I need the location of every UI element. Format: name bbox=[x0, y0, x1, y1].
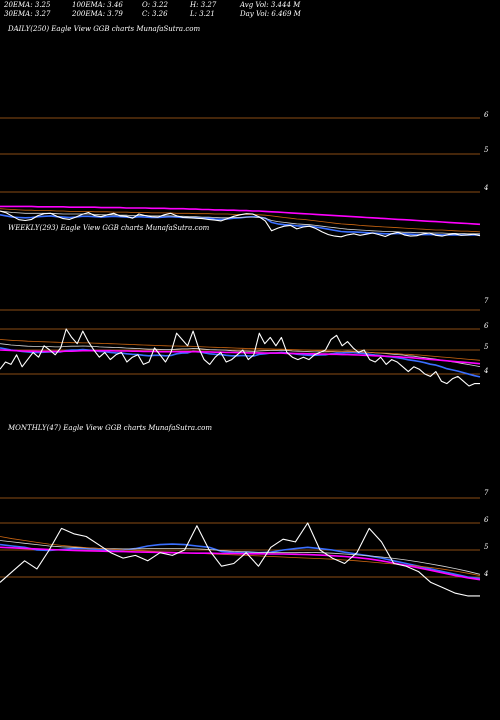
monthly-ytick-label: 4 bbox=[483, 570, 488, 578]
weekly-ytick-label: 7 bbox=[484, 297, 489, 305]
monthly-panel-title: MONTHLY(47) Eagle View GGB charts Munafa… bbox=[8, 424, 213, 432]
daily-ytick-label: 4 bbox=[483, 184, 488, 192]
daily-ema-grey-line bbox=[0, 210, 480, 235]
weekly-ytick-label: 4 bbox=[483, 367, 488, 375]
weekly-ema-grey-line bbox=[0, 343, 481, 367]
weekly-panel-title: WEEKLY(293) Eagle View GGB charts Munafa… bbox=[8, 224, 210, 232]
header-30ema: 30EMA: 3.27 bbox=[4, 10, 51, 18]
header-100ema: 100EMA: 3.46 bbox=[72, 1, 123, 9]
header-20ema: 20EMA: 3.25 bbox=[4, 1, 51, 9]
monthly-ema-blue-line bbox=[0, 543, 481, 580]
header-200ema: 200EMA: 3.79 bbox=[72, 10, 123, 18]
daily-ema-pink-line bbox=[0, 205, 481, 226]
header-day-vol: Day Vol: 6.469 M bbox=[240, 10, 301, 18]
weekly-ema-blue-line bbox=[0, 347, 481, 378]
weekly-ytick-label: 5 bbox=[484, 343, 489, 351]
weekly-price-line bbox=[0, 328, 480, 387]
monthly-ema-grey-line bbox=[0, 540, 481, 575]
monthly-ema-brown-line bbox=[0, 536, 481, 576]
daily-ytick-label: 5 bbox=[484, 146, 489, 154]
daily-ytick-label: 6 bbox=[484, 111, 489, 119]
header-high: H: 3.27 bbox=[190, 1, 217, 9]
header-open: O: 3.22 bbox=[142, 1, 168, 9]
monthly-ytick-label: 6 bbox=[484, 516, 489, 524]
header-low: L: 3.21 bbox=[190, 10, 215, 18]
weekly-ytick-label: 6 bbox=[484, 322, 489, 330]
monthly-ytick-label: 7 bbox=[484, 489, 489, 497]
daily-price-line bbox=[0, 210, 481, 238]
header-close: C: 3.26 bbox=[142, 10, 168, 18]
header-avg-vol: Avg Vol: 3.444 M bbox=[240, 1, 301, 9]
monthly-ema-pink-line bbox=[0, 546, 481, 581]
monthly-ytick-label: 5 bbox=[484, 543, 489, 551]
daily-panel-title: DAILY(250) Eagle View GGB charts MunafaS… bbox=[8, 25, 201, 33]
weekly-ema-brown-line bbox=[0, 339, 481, 361]
monthly-price-line bbox=[0, 522, 480, 597]
